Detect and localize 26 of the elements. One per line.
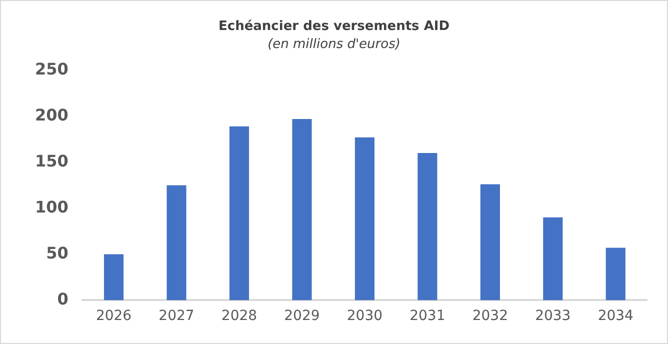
y-tick-label: 150 bbox=[34, 151, 68, 170]
x-tick-label: 2030 bbox=[346, 308, 383, 324]
x-tick-label: 2029 bbox=[284, 308, 320, 324]
y-tick-label: 200 bbox=[34, 105, 68, 124]
bar bbox=[606, 248, 626, 300]
x-tick-label: 2027 bbox=[158, 308, 194, 324]
x-tick-label: 2026 bbox=[96, 308, 132, 324]
chart-subtitle: (en millions d'euros) bbox=[268, 36, 400, 52]
chart-title: Echéancier des versements AID bbox=[218, 19, 450, 34]
bar bbox=[418, 153, 438, 300]
x-tick-label: 2032 bbox=[472, 308, 508, 324]
x-tick-label: 2031 bbox=[410, 308, 446, 324]
bar bbox=[292, 118, 312, 300]
bar bbox=[229, 126, 250, 300]
bar bbox=[354, 137, 374, 300]
y-tick-label: 100 bbox=[34, 197, 68, 216]
x-tick-label: 2028 bbox=[221, 308, 258, 324]
bar bbox=[166, 185, 186, 300]
y-tick-label: 250 bbox=[34, 59, 68, 78]
y-tick-label: 0 bbox=[57, 289, 68, 308]
x-tick-label: 2033 bbox=[535, 308, 571, 324]
bar bbox=[543, 217, 563, 300]
bar bbox=[104, 254, 124, 300]
bar bbox=[480, 184, 500, 300]
y-tick-label: 50 bbox=[46, 243, 68, 262]
x-tick-label: 2034 bbox=[598, 308, 634, 324]
